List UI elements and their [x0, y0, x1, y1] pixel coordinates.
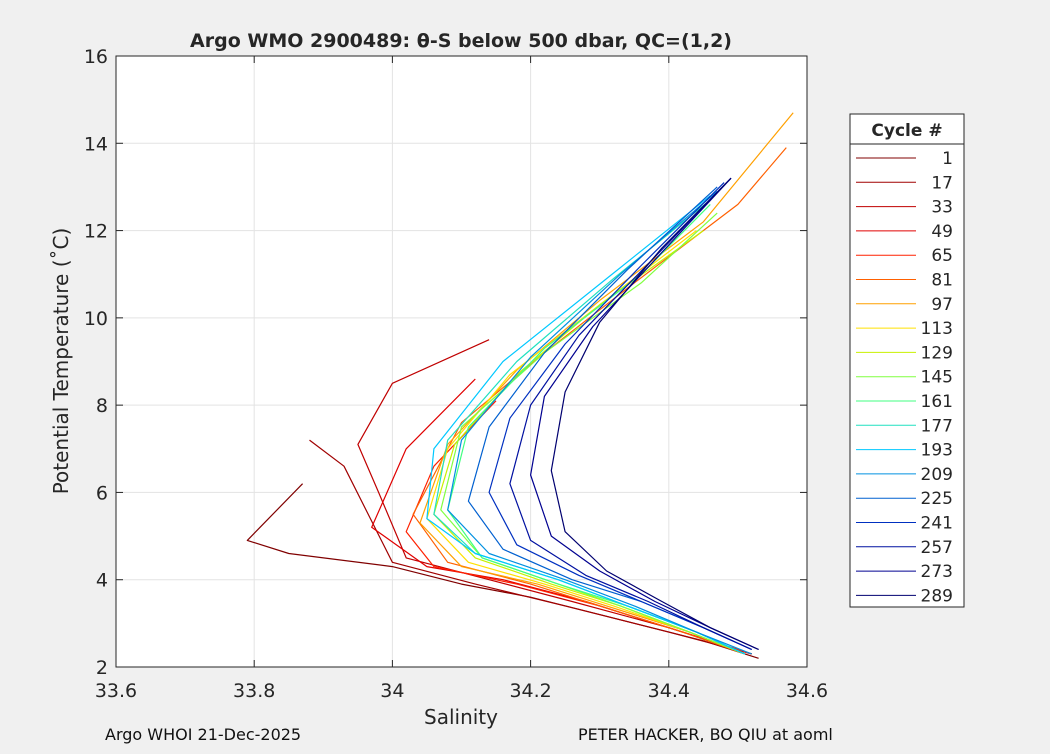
- legend-entry-label: 65: [931, 246, 953, 266]
- legend-entry-label: 177: [921, 416, 953, 436]
- x-tick-label: 33.6: [95, 680, 137, 702]
- y-tick-label: 8: [96, 395, 108, 417]
- legend-entry-label: 289: [921, 586, 953, 606]
- legend-entry-label: 1: [942, 149, 953, 169]
- footer-left: Argo WHOI 21-Dec-2025: [105, 725, 302, 744]
- plot-frame: [115, 55, 808, 668]
- legend-entry-label: 129: [921, 343, 953, 363]
- legend: Cycle # 1 17 33 49 65 81 97 113 129 145 161 177 193 2…: [849, 113, 965, 608]
- y-tick-label: 4: [96, 570, 108, 592]
- series-line: [309, 439, 752, 655]
- legend-title: Cycle #: [871, 121, 942, 141]
- legend-entry-label: 193: [921, 441, 953, 461]
- x-tick-label: 34.6: [786, 680, 828, 702]
- series-line: [419, 112, 794, 655]
- series-line: [357, 339, 752, 655]
- series-layer: [246, 112, 794, 659]
- series-line: [426, 195, 746, 655]
- y-tick-label: 12: [84, 221, 108, 243]
- y-axis-label: Potential Temperature (˚C): [49, 228, 73, 495]
- legend-entry-label: 33: [931, 198, 953, 218]
- y-tick-label: 2: [96, 657, 108, 679]
- y-tick-label: 16: [84, 46, 108, 68]
- x-axis-label: Salinity: [424, 705, 498, 729]
- legend-entry-label: 17: [931, 173, 953, 193]
- x-tick-label: 34.2: [509, 680, 551, 702]
- legend-entry-label: 161: [921, 392, 953, 412]
- legend-entry-label: 97: [931, 295, 953, 315]
- series-line: [488, 182, 752, 651]
- series-line: [509, 177, 752, 651]
- legend-entries: 1 17 33 49 65 81 97 113 129 145 161 177 193 209 225 241…: [856, 149, 953, 606]
- legend-entry-label: 209: [921, 465, 953, 485]
- legend-entry-label: 273: [921, 562, 953, 582]
- chart-title: Argo WMO 2900489: θ-S below 500 dbar, QC…: [190, 30, 732, 52]
- legend-entry-label: 113: [921, 319, 953, 339]
- legend-entry-label: 49: [931, 222, 953, 242]
- axis-ticks: 33.6 33.8 34 34.2 34.4 34.6 2 4 6 8 10 12 14 16: [84, 46, 828, 702]
- series-line: [550, 177, 759, 651]
- legend-entry-label: 241: [921, 514, 953, 534]
- legend-entry-label: 81: [931, 271, 953, 291]
- y-tick-label: 6: [96, 482, 108, 504]
- plot-area: [116, 56, 807, 667]
- legend-box: [849, 113, 965, 608]
- y-tick-label: 14: [84, 133, 108, 155]
- x-tick-label: 33.8: [233, 680, 275, 702]
- legend-entry-label: 225: [921, 489, 953, 509]
- x-tick-label: 34.4: [648, 680, 690, 702]
- legend-entry-label: 145: [921, 368, 953, 388]
- y-tick-label: 10: [84, 308, 108, 330]
- footer-right: PETER HACKER, BO QIU at aoml: [578, 725, 833, 744]
- series-line: [440, 212, 746, 655]
- legend-entry-label: 257: [921, 538, 953, 558]
- x-tick-label: 34: [380, 680, 404, 702]
- series-line: [447, 190, 752, 655]
